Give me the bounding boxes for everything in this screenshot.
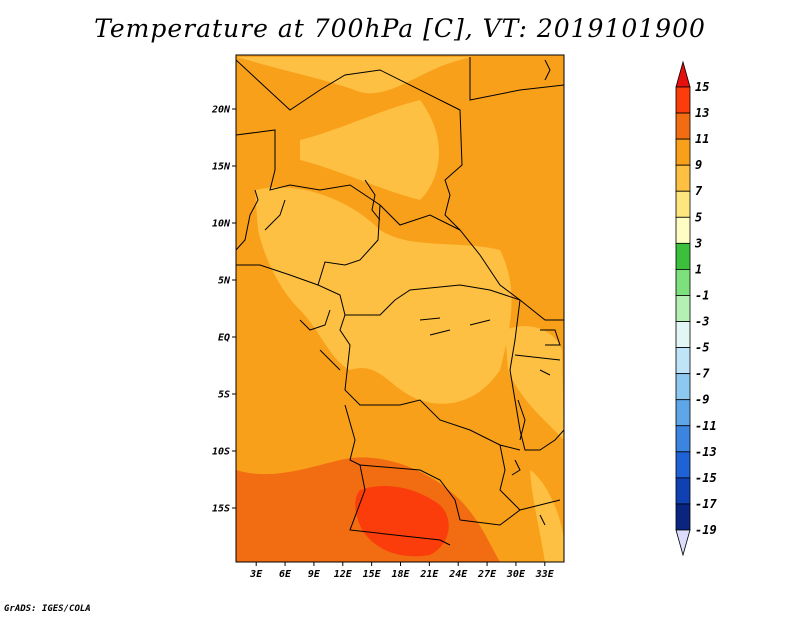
colorbar-label: 5 xyxy=(695,210,702,224)
shading-7-9-southeast xyxy=(530,470,564,562)
colorbar-label: -1 xyxy=(695,288,709,302)
lon-label: 12E xyxy=(334,569,353,580)
lon-label: 18E xyxy=(391,569,410,580)
lon-label: 6E xyxy=(279,569,292,580)
colorbar-label: 3 xyxy=(694,236,702,250)
lat-label: 15N xyxy=(212,162,231,173)
colorbar-label: -13 xyxy=(695,445,717,459)
colorbar-arrow-top xyxy=(675,60,691,88)
colorbar-box xyxy=(675,295,691,322)
colorbar-box xyxy=(675,190,691,218)
colorbar-label: 15 xyxy=(695,80,709,94)
colorbar-box xyxy=(675,451,691,479)
latitude-axis: 20N 15N 10N 5N EQ 5S 10S 15S xyxy=(211,105,236,515)
colorbar: 15 13 11 9 7 5 3 1 -1 -3 -5 -7 -9 -11 -13 -15 -17 -19 xyxy=(675,60,717,557)
shading-7-9-central xyxy=(255,187,512,404)
lat-label: 10N xyxy=(212,219,231,230)
longitude-axis: 3E 6E 9E 12E 15E 18E 21E 24E 27E 30E 33E xyxy=(249,562,555,580)
lat-label: 5N xyxy=(218,276,231,287)
map-field xyxy=(236,55,564,562)
colorbar-box xyxy=(675,321,691,348)
colorbar-label: 9 xyxy=(695,158,702,172)
lat-label: 15S xyxy=(212,504,230,515)
lon-label: 15E xyxy=(363,569,382,580)
lon-label: 3E xyxy=(249,569,263,580)
colorbar-box xyxy=(675,425,691,453)
lon-label: 30E xyxy=(506,569,526,580)
colorbar-box xyxy=(675,269,691,296)
colorbar-box xyxy=(675,164,691,192)
colorbar-box xyxy=(675,216,691,244)
colorbar-label: -7 xyxy=(695,367,710,381)
colorbar-box xyxy=(675,347,691,375)
shading-7-9-sahel xyxy=(300,100,439,200)
colorbar-arrow-bottom xyxy=(675,529,691,557)
shading-7-9-east xyxy=(505,326,564,440)
colorbar-label: -9 xyxy=(695,393,709,407)
lon-label: 9E xyxy=(308,569,321,580)
colorbar-label: 7 xyxy=(695,184,703,198)
colorbar-label: 11 xyxy=(695,132,709,146)
lon-label: 33E xyxy=(535,569,555,580)
map-title: Temperature at 700hPa [C], VT: 201910190… xyxy=(94,14,706,43)
lat-label: 20N xyxy=(211,105,231,116)
lat-label: EQ xyxy=(218,333,230,344)
shading-7-9-north xyxy=(236,57,470,94)
colorbar-box xyxy=(675,477,691,505)
colorbar-box xyxy=(675,373,691,401)
colorbar-box xyxy=(675,242,691,270)
lon-label: 24E xyxy=(448,569,468,580)
colorbar-label: -5 xyxy=(695,341,709,355)
lon-label: 27E xyxy=(477,569,497,580)
lat-label: 5S xyxy=(218,390,230,401)
colorbar-label: -11 xyxy=(695,419,717,433)
colorbar-box xyxy=(675,138,691,166)
colorbar-label: 1 xyxy=(695,262,702,276)
map-frame xyxy=(235,54,565,563)
colorbar-label: -19 xyxy=(695,523,717,537)
country-borders xyxy=(236,57,564,546)
lon-label: 21E xyxy=(419,569,439,580)
colorbar-box xyxy=(675,86,691,114)
colorbar-label: -3 xyxy=(695,315,709,329)
lat-label: 10S xyxy=(212,447,230,458)
colorbar-box xyxy=(675,112,691,140)
grads-credit: GrADS: IGES/COLA xyxy=(4,604,91,614)
colorbar-label: 13 xyxy=(695,106,709,120)
colorbar-box xyxy=(675,399,691,427)
colorbar-label: -15 xyxy=(695,471,717,485)
colorbar-box xyxy=(675,503,691,531)
colorbar-label: -17 xyxy=(695,497,717,511)
